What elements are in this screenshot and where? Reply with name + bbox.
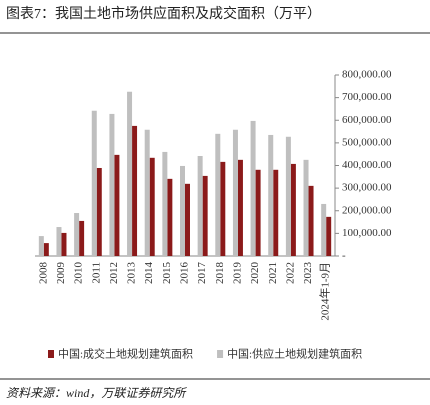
y-tick-label: 300,000.00 [342,182,392,194]
bar [162,151,168,256]
y-tick-label: 800,000.00 [342,69,392,81]
bar [132,125,138,256]
x-tick-label: 2011 [90,262,102,284]
bar [79,220,85,256]
y-tick-label: 600,000.00 [342,114,392,126]
x-tick-label: 2016 [179,262,191,285]
y-tick-label: - [342,250,346,262]
x-tick-label: 2014 [143,262,155,285]
bar [303,159,309,256]
bar [114,154,120,256]
x-tick-label: 2021 [267,262,279,284]
bar [38,236,44,256]
legend-swatch [48,350,54,358]
x-tick-label: 2013 [126,262,138,285]
x-tick-label: 2015 [161,262,173,285]
y-tick-label: 500,000.00 [342,136,392,148]
x-tick-label: 2009 [55,262,67,285]
legend-swatch [217,350,224,358]
bar [255,169,261,256]
bar [326,216,332,256]
x-tick-label: 2023 [302,262,314,285]
x-tick-label: 2018 [214,262,226,285]
x-tick-label: 2022 [284,262,296,284]
bar [74,213,80,256]
x-tick-label: 2019 [231,262,243,285]
legend-label: 中国:供应土地规划建筑面积 [227,347,362,361]
x-tick-label: 2010 [73,262,85,285]
x-tick-label: 2020 [249,262,261,285]
legend-label: 中国:成交土地规划建筑面积 [58,347,193,361]
source: 资料来源：wind，万联证券研究所 [6,386,187,400]
x-tick-label: 2012 [108,262,120,284]
chart-title: 图表7：我国土地市场供应面积及成交面积（万平） [6,5,321,22]
bar [185,183,190,256]
x-tick-label: 2008 [37,262,49,285]
bar [61,232,67,256]
bar [321,203,327,256]
bar [144,129,150,256]
bar [308,185,314,256]
bar [285,136,291,256]
bar [127,91,133,257]
bar [43,243,49,256]
bar [250,120,256,257]
bar [237,159,243,256]
x-tick-label: 2024年1-9月 [318,262,332,321]
bar [268,134,274,256]
bar [149,157,155,256]
bar [202,175,208,256]
bar [232,129,238,256]
x-tick-label: 2017 [196,262,208,285]
bar [220,161,226,256]
bar [167,178,173,256]
bar [290,163,296,256]
bar [273,169,279,256]
y-tick-label: 200,000.00 [342,204,392,216]
y-tick-label: 700,000.00 [342,91,392,103]
bar [109,113,115,256]
bar [96,167,102,256]
y-tick-label: 400,000.00 [342,159,392,171]
y-tick-label: 100,000.00 [342,227,392,239]
bar [91,110,97,256]
bar [197,155,203,256]
bar [56,227,62,256]
bar [215,133,221,256]
bar [180,165,185,256]
